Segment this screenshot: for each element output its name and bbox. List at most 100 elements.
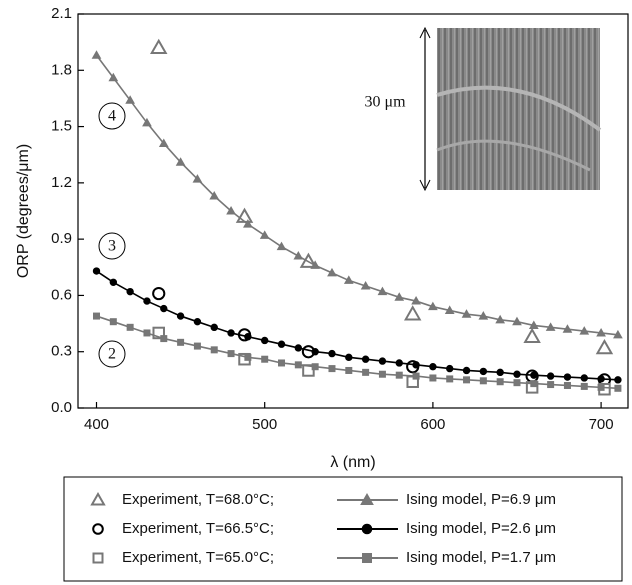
marker: [193, 317, 202, 326]
marker: [479, 377, 487, 385]
marker: [244, 333, 252, 341]
y-tick-label: 0.6: [51, 286, 72, 303]
marker: [362, 368, 370, 376]
marker: [462, 366, 471, 375]
marker: [311, 363, 319, 371]
marker: [478, 311, 489, 320]
marker: [152, 286, 166, 301]
legend-label: Ising model, P=2.6 μm: [406, 520, 556, 537]
x-axis-label: λ (nm): [330, 454, 375, 471]
marker: [310, 260, 321, 269]
x-tick-label: 400: [84, 416, 109, 433]
marker: [244, 353, 252, 361]
marker: [429, 363, 437, 371]
marker: [412, 372, 420, 380]
marker: [547, 381, 555, 389]
marker: [345, 353, 353, 362]
marker: [142, 117, 152, 127]
y-tick-label: 0.9: [51, 230, 72, 247]
legend-marker: [360, 492, 374, 505]
marker: [294, 344, 303, 352]
marker: [192, 174, 203, 183]
marker: [377, 286, 388, 296]
marker: [125, 95, 136, 104]
y-tick-label: 0.3: [51, 343, 72, 360]
legend-marker: [362, 553, 372, 563]
marker: [150, 38, 168, 55]
marker: [394, 292, 405, 301]
marker: [429, 374, 437, 382]
marker: [227, 350, 235, 358]
inset-scale-label: 30 μm: [364, 94, 406, 111]
marker: [226, 205, 236, 215]
marker: [412, 361, 420, 369]
marker: [109, 318, 117, 326]
legend-label: Experiment, T=68.0°C;: [122, 491, 274, 508]
legend-label: Experiment, T=65.0°C;: [122, 549, 274, 566]
marker: [596, 327, 606, 337]
marker: [276, 241, 287, 251]
marker: [227, 329, 235, 337]
marker: [209, 190, 220, 200]
marker: [158, 138, 169, 147]
marker: [193, 342, 201, 350]
legend-marker: [361, 523, 373, 535]
y-tick-label: 2.1: [51, 5, 72, 22]
marker: [444, 305, 455, 314]
marker: [126, 287, 134, 296]
y-tick-label: 1.2: [51, 174, 72, 191]
marker: [403, 305, 422, 321]
marker: [461, 309, 472, 318]
marker: [235, 207, 254, 223]
marker: [545, 322, 556, 331]
legend-marker: [92, 523, 104, 535]
marker: [495, 314, 506, 324]
marker: [463, 376, 471, 384]
marker: [530, 380, 538, 388]
inset-image: [419, 26, 602, 192]
marker: [395, 371, 403, 379]
curve-label: 4: [108, 108, 116, 125]
marker: [479, 367, 488, 376]
marker: [613, 329, 623, 339]
marker: [109, 278, 118, 286]
marker: [580, 374, 588, 382]
x-tick-label: 500: [252, 416, 277, 433]
marker: [328, 349, 336, 358]
plot-frame: [77, 13, 629, 409]
marker: [126, 323, 134, 331]
marker: [210, 323, 218, 332]
marker: [378, 357, 387, 365]
marker: [446, 364, 454, 373]
marker: [378, 370, 386, 378]
marker: [597, 375, 605, 383]
marker: [143, 329, 151, 337]
marker: [562, 324, 573, 333]
marker: [278, 359, 286, 367]
marker: [428, 301, 438, 311]
marker: [528, 320, 539, 329]
curve-label: 2: [108, 346, 116, 363]
marker: [411, 296, 421, 305]
marker: [512, 316, 522, 326]
marker: [546, 372, 555, 380]
marker: [395, 359, 403, 367]
marker: [513, 370, 521, 378]
marker: [143, 297, 151, 305]
y-tick-label: 0.0: [51, 399, 72, 416]
marker: [343, 275, 354, 284]
marker: [597, 383, 605, 391]
marker: [327, 267, 337, 277]
marker: [160, 304, 168, 313]
marker: [210, 346, 218, 354]
marker: [93, 312, 101, 320]
y-tick-label: 1.8: [51, 61, 72, 78]
marker: [92, 267, 101, 275]
marker: [345, 366, 353, 374]
marker: [563, 373, 572, 381]
marker: [563, 381, 571, 389]
marker: [614, 384, 622, 392]
y-tick-label: 1.5: [51, 118, 72, 135]
marker: [513, 379, 521, 387]
